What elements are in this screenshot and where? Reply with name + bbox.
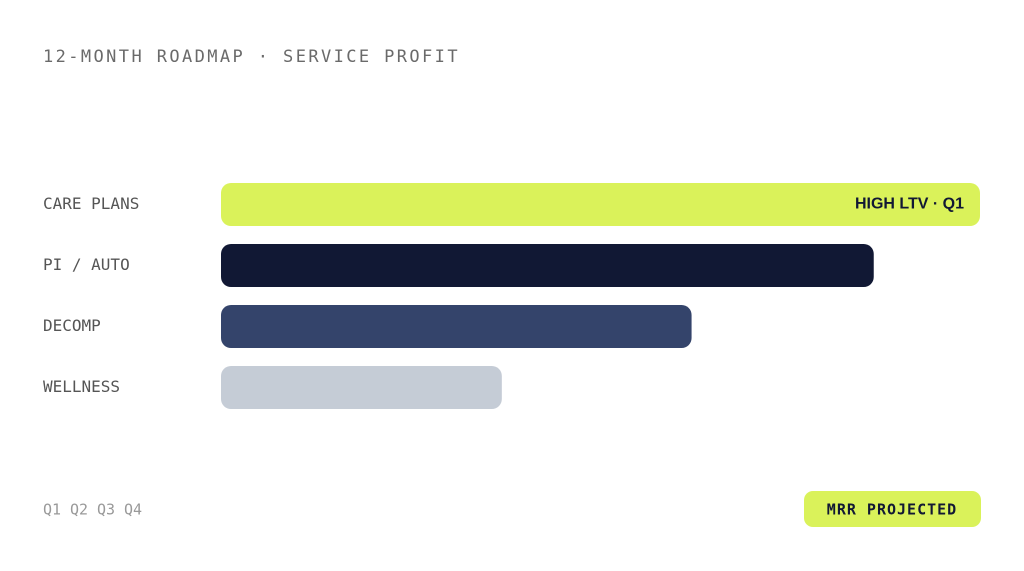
bar bbox=[221, 305, 692, 348]
bar bbox=[221, 244, 874, 287]
bar bbox=[221, 366, 502, 409]
category-label: WELLNESS bbox=[43, 377, 120, 396]
bar-label: HIGH LTV · Q1 bbox=[855, 196, 964, 213]
quarter-label: Q2 bbox=[70, 501, 88, 519]
bar bbox=[221, 183, 980, 226]
badge: MRR PROJECTED bbox=[827, 501, 957, 519]
category-label: CARE PLANS bbox=[43, 194, 139, 213]
quarter-label: Q1 bbox=[43, 501, 61, 519]
quarter-label: Q3 bbox=[97, 501, 115, 519]
category-label: DECOMP bbox=[43, 316, 101, 335]
chart-title: 12-MONTH ROADMAP · SERVICE PROFIT bbox=[43, 47, 460, 67]
category-label: PI / AUTO bbox=[43, 255, 130, 274]
quarter-label: Q4 bbox=[124, 501, 142, 519]
badge-bg bbox=[804, 491, 981, 527]
